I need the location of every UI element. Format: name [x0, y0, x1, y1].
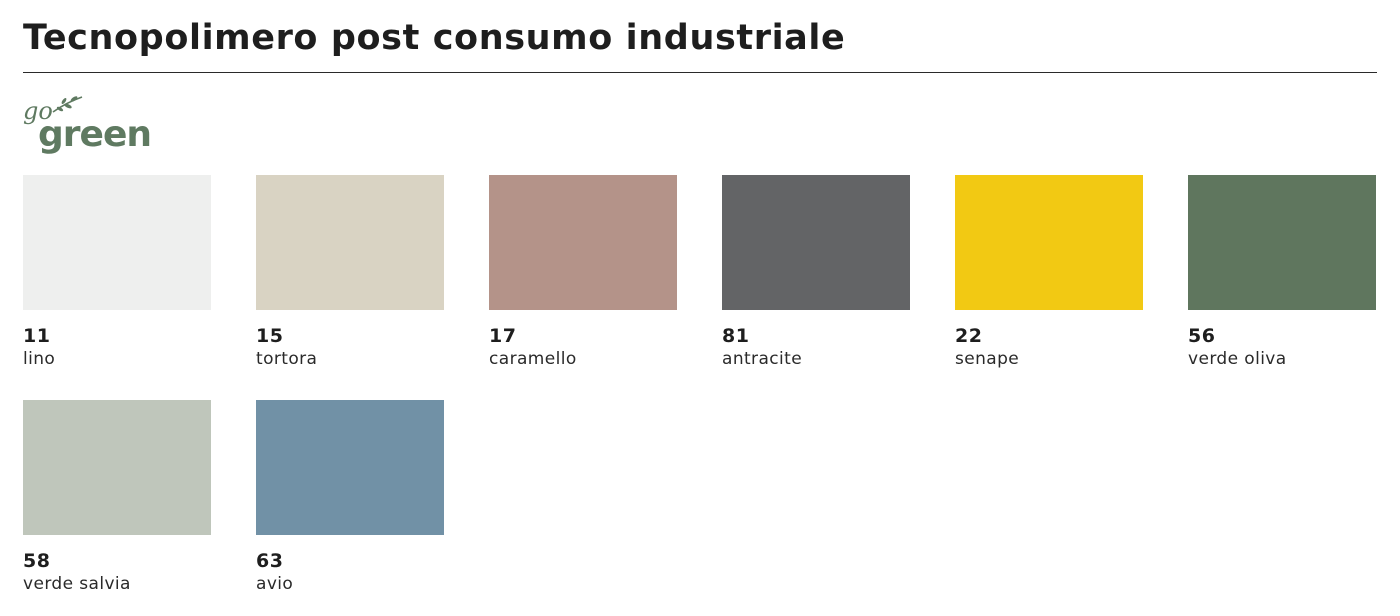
swatch-name: verde salvia: [23, 574, 131, 594]
color-swatch: [256, 175, 444, 310]
logo-green-text: green: [38, 114, 151, 155]
swatch-card: 63 avio: [256, 400, 444, 595]
color-swatch: [23, 175, 211, 310]
title-divider: [23, 72, 1377, 73]
swatch-card: 56 verde oliva: [1188, 175, 1376, 370]
swatch-code: 63: [256, 550, 284, 572]
swatch-code: 56: [1188, 325, 1216, 347]
swatch-name: verde oliva: [1188, 349, 1287, 369]
swatch-code: 22: [955, 325, 983, 347]
swatch-name: senape: [955, 349, 1020, 369]
swatch-code: 81: [722, 325, 750, 347]
page-title: Tecnopolimero post consumo industriale: [23, 18, 846, 58]
leaf-sprig-icon: [52, 96, 83, 113]
logo-go-text: go: [23, 97, 53, 125]
color-swatch: [23, 400, 211, 535]
swatch-name: lino: [23, 349, 56, 369]
color-swatch: [1188, 175, 1376, 310]
swatch-name: avio: [256, 574, 294, 594]
swatch-name: antracite: [722, 349, 803, 369]
color-swatch: [955, 175, 1143, 310]
swatch-code: 58: [23, 550, 51, 572]
swatch-name: caramello: [489, 349, 577, 369]
swatch-code: 17: [489, 325, 517, 347]
swatch-card: 58 verde salvia: [23, 400, 211, 595]
swatch-code: 11: [23, 325, 51, 347]
color-swatch: [722, 175, 910, 310]
swatch-code: 15: [256, 325, 284, 347]
swatch-card: 22 senape: [955, 175, 1143, 370]
swatch-card: 15 tortora: [256, 175, 444, 370]
color-swatch: [256, 400, 444, 535]
swatch-card: 17 caramello: [489, 175, 677, 370]
swatch-card: 11 lino: [23, 175, 211, 370]
color-swatch: [489, 175, 677, 310]
go-green-logo: go green: [23, 96, 152, 155]
swatch-name: tortora: [256, 349, 318, 369]
swatch-card: 81 antracite: [722, 175, 910, 370]
